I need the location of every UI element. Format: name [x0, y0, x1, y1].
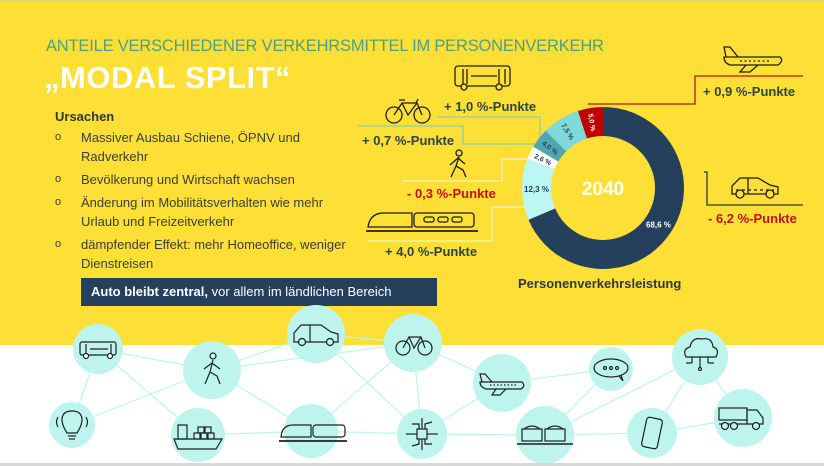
plane-change-label: + 0,9 %-Punkte: [703, 84, 796, 99]
network-node-lightbulb: [49, 402, 95, 448]
cause-item: o Änderung im Mobilitätsverhalten wie meh…: [55, 193, 355, 231]
bike-connector: [358, 125, 540, 145]
freight-wagons-icon: [517, 425, 573, 445]
bus-icon: [454, 65, 511, 91]
page-subtitle: ANTEILE VERSCHIEDENER VERKEHRSMITTEL IM …: [46, 37, 604, 55]
pedestrian-icon: [449, 149, 467, 178]
donut-data-label: 5,0 %: [586, 113, 596, 133]
lightbulb-icon: [55, 410, 89, 440]
bullet-icon: o: [55, 131, 62, 143]
bullet-icon: o: [55, 173, 62, 185]
car-icon: [293, 324, 339, 347]
network-node-cloud: [672, 329, 728, 385]
cause-item: o dämpfender Effekt: mehr Homeoffice, wen…: [55, 235, 355, 273]
donut-slice-schiene: [522, 158, 556, 220]
node-circle: [397, 409, 447, 459]
network-node-bus: [73, 324, 123, 374]
walk-change-label: - 0,3 %-Punkte: [407, 186, 496, 201]
network-node-plane: [473, 354, 531, 412]
causes-heading: Ursachen: [55, 109, 115, 124]
donut-data-label: 12,3 %: [524, 185, 549, 194]
car-change-label: - 6,2 %-Punkte: [708, 211, 797, 226]
train-icon: [279, 424, 347, 442]
cause-text: dämpfender Effekt: mehr Homeoffice, weni…: [81, 237, 346, 271]
network-node-train: [279, 404, 347, 458]
banner-rest: vor allem im ländlichen Bereich: [208, 284, 392, 299]
node-circle: [714, 389, 772, 447]
plane-icon: [479, 373, 525, 396]
bus-icon: [79, 341, 117, 360]
network-node-dump-truck: [714, 389, 772, 447]
bullet-icon: o: [55, 238, 62, 250]
donut-center-label: 2040: [582, 179, 624, 200]
node-circle: [49, 402, 95, 448]
node-circle: [384, 314, 442, 372]
chart-caption: Personenverkehrsleistung: [518, 276, 682, 291]
donut-slice-auto: [528, 107, 684, 269]
bus-change-label: + 1,0 %-Punkte: [444, 99, 537, 114]
cause-text: Bevölkerung und Wirtschaft wachsen: [81, 172, 295, 187]
smartphone-icon: [641, 416, 663, 450]
conclusion-banner: Auto bleibt zentral, vor allem im ländli…: [81, 278, 437, 306]
train-icon: [366, 212, 478, 232]
connector-layer: [358, 46, 803, 242]
network-node-ship: [171, 408, 225, 462]
dump-truck-icon: [718, 407, 764, 431]
node-circle: [287, 305, 345, 363]
donut-slice--pnv-bus: [545, 110, 587, 152]
network-node-chat: [589, 347, 633, 391]
bicycle-icon: [385, 98, 431, 124]
cause-text: Änderung im Mobilitätsverhalten wie mehr…: [81, 195, 324, 229]
node-circle: [473, 354, 531, 412]
cause-item: o Massiver Ausbau Schiene, ÖPNV und Radve…: [55, 128, 355, 166]
network-node-freight-wagons: [516, 406, 574, 464]
node-circle: [171, 408, 225, 462]
node-circle: [183, 341, 241, 399]
modal-split-donut-chart: 68,6 %12,3 %2,6 %4,0 %7,5 %5,0 % 2040: [522, 107, 684, 269]
chip-icon: [406, 418, 438, 450]
plane-connector: [588, 75, 803, 105]
cause-item: o Bevölkerung und Wirtschaft wachsen: [55, 170, 355, 189]
donut-slice-fu-verkehr: [527, 146, 559, 170]
network-node-car: [287, 305, 345, 363]
network-node-chip: [397, 409, 447, 459]
bike-icon: [395, 336, 433, 356]
train-connector: [368, 206, 528, 242]
cloud-icon: [684, 338, 719, 372]
banner-bold: Auto bleibt zentral,: [91, 284, 208, 299]
causes-list: o Massiver Ausbau Schiene, ÖPNV und Radve…: [55, 128, 355, 277]
bullet-icon: o: [55, 196, 62, 208]
network-node-walk: [183, 341, 241, 399]
train-change-label: + 4,0 %-Punkte: [385, 244, 478, 259]
page-title: „MODAL SPLIT“: [44, 60, 292, 95]
donut-slice-radverkehr: [533, 130, 567, 162]
cause-text: Massiver Ausbau Schiene, ÖPNV und Radver…: [81, 130, 300, 164]
bike-change-label: + 0,7 %-Punkte: [362, 133, 455, 148]
walk-icon: [203, 352, 221, 385]
donut-slices: [522, 107, 684, 269]
walk-connector: [402, 158, 538, 182]
network-node-bike: [384, 314, 442, 372]
ship-icon: [173, 424, 224, 450]
car-connector: [704, 171, 803, 206]
car-icon: [731, 177, 779, 199]
airplane-icon: [723, 46, 783, 73]
bottom-border: [0, 463, 824, 466]
top-border: [0, 0, 824, 2]
donut-data-label: 68,6 %: [646, 221, 671, 230]
donut-slice-flugzeug: [577, 107, 603, 139]
chat-icon: [593, 358, 629, 382]
node-circle: [627, 408, 677, 458]
network-node-smartphone: [627, 408, 677, 458]
